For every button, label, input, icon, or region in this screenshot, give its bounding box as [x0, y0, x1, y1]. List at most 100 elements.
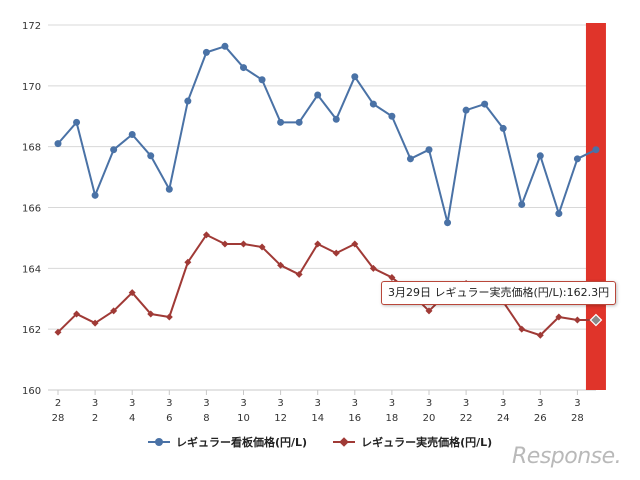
point — [555, 313, 563, 321]
y-tick-label: 166 — [22, 204, 41, 215]
x-tick-month: 3 — [500, 398, 506, 409]
x-tick-day: 12 — [274, 413, 287, 424]
x-tick-day: 28 — [52, 413, 65, 424]
point — [314, 240, 322, 248]
y-tick-label: 168 — [22, 143, 41, 154]
point — [369, 264, 377, 272]
point — [277, 261, 285, 269]
x-tick-month: 3 — [129, 398, 135, 409]
legend-swatch-actual — [333, 437, 356, 447]
point — [573, 155, 581, 163]
y-tick-label: 160 — [22, 386, 41, 397]
series-line-1 — [57, 233, 596, 337]
point — [147, 152, 155, 160]
legend-item-signboard[interactable]: レギュラー看板価格(円/L) — [148, 434, 307, 450]
point — [351, 240, 359, 248]
highlight-band-rect — [585, 23, 606, 390]
x-tick-day: 2 — [92, 413, 98, 424]
point — [277, 118, 285, 126]
x-tick-day: 24 — [497, 413, 510, 424]
point — [351, 73, 359, 81]
grid-lines — [48, 24, 596, 391]
y-tick-label: 172 — [22, 21, 41, 32]
x-tick-day: 20 — [423, 413, 436, 424]
point — [536, 331, 544, 339]
x-tick-day: 4 — [129, 413, 135, 424]
point — [444, 219, 452, 227]
point — [202, 231, 210, 239]
x-axis: 2 28 3 2 3 4 3 6 3 8 3 10 3 12 3 14 3 16 3 18 3 20 3 22 3 24 3 26 3 2… — [52, 390, 584, 424]
point — [499, 124, 507, 132]
x-tick-day: 22 — [460, 413, 473, 424]
highlight-band — [585, 23, 606, 390]
series-points — [54, 42, 603, 339]
x-tick-month: 3 — [352, 398, 358, 409]
highlighted-point — [589, 313, 603, 327]
point — [295, 118, 303, 126]
legend: レギュラー看板価格(円/L) レギュラー実売価格(円/L) — [148, 434, 492, 450]
point — [165, 185, 173, 193]
point — [536, 152, 544, 160]
point — [518, 200, 526, 208]
point — [128, 131, 136, 138]
point — [221, 42, 229, 50]
point — [184, 258, 192, 266]
x-tick-day: 6 — [166, 413, 172, 424]
point — [184, 97, 192, 105]
point — [54, 328, 62, 336]
point — [425, 307, 433, 315]
x-tick-day: 10 — [237, 413, 250, 424]
x-tick-month: 3 — [277, 398, 283, 409]
point — [128, 289, 136, 297]
x-tick-month: 3 — [240, 398, 246, 409]
point — [258, 243, 266, 251]
point — [258, 76, 266, 84]
point — [573, 316, 581, 324]
point — [202, 48, 210, 56]
point — [406, 155, 414, 163]
x-tick-month: 3 — [315, 398, 321, 409]
point — [110, 307, 118, 315]
x-tick-month: 3 — [426, 398, 432, 409]
point — [518, 325, 526, 333]
point — [91, 191, 99, 199]
point — [555, 210, 563, 218]
line-chart: 160 162 164 166 168 170 172 2 28 3 2 3 4 3 6 3 8 3 10 3 12 3… — [22, 21, 606, 424]
point — [369, 100, 377, 108]
point — [592, 146, 600, 154]
point — [147, 310, 155, 318]
series-lines — [57, 45, 597, 337]
point — [314, 91, 322, 99]
x-tick-day: 8 — [203, 413, 209, 424]
y-axis: 160 162 164 166 168 170 172 — [22, 21, 41, 397]
x-tick-month: 3 — [574, 398, 580, 409]
point — [165, 313, 173, 321]
point — [425, 146, 433, 154]
point — [240, 64, 247, 72]
x-tick-day: 18 — [386, 413, 399, 424]
series-line-0 — [57, 45, 597, 224]
y-tick-label: 164 — [22, 264, 41, 275]
x-tick-day: 16 — [348, 413, 361, 424]
point — [73, 310, 81, 318]
point — [388, 273, 396, 281]
x-tick-month: 3 — [389, 398, 395, 409]
y-tick-label: 170 — [22, 82, 41, 93]
legend-label-signboard: レギュラー看板価格(円/L) — [176, 436, 308, 449]
x-tick-day: 26 — [534, 413, 547, 424]
point — [481, 100, 489, 108]
y-tick-label: 162 — [22, 325, 41, 336]
point — [54, 140, 62, 148]
x-tick-month: 2 — [55, 398, 61, 409]
point — [110, 146, 118, 154]
x-tick-month: 3 — [166, 398, 172, 409]
point — [332, 115, 340, 123]
x-tick-month: 3 — [463, 398, 469, 409]
point — [462, 106, 470, 114]
point — [91, 319, 99, 327]
point — [388, 112, 396, 120]
x-tick-month: 3 — [203, 398, 209, 409]
point — [221, 240, 229, 248]
x-tick-month: 3 — [92, 398, 98, 409]
legend-item-actual[interactable]: レギュラー実売価格(円/L) — [333, 434, 492, 450]
